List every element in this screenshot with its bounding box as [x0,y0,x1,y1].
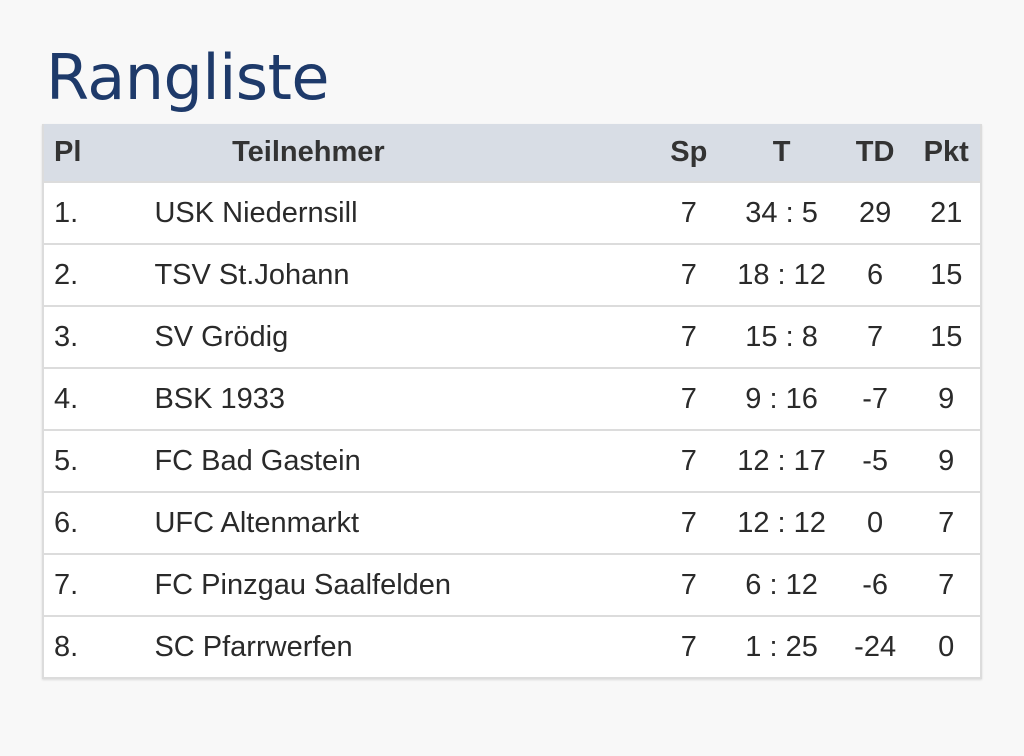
header-goal-diff[interactable]: TD [855,136,895,168]
cell-goals: 18 : 12 [725,243,838,307]
table-header: Pl Teilnehmer Sp T TD Pkt [43,124,981,182]
cell-goals: 34 : 5 [725,181,838,245]
cell-points: 9 [912,429,981,493]
cell-games: 7 [652,429,726,493]
table-row[interactable]: 5. FC Bad Gastein 7 12 : 17 -5 9 [43,429,981,493]
cell-games: 7 [652,615,726,679]
cell-goal-diff: -5 [837,429,913,493]
cell-goals: 12 : 17 [725,429,838,493]
standings-table: Pl Teilnehmer Sp T TD Pkt 1. USK Niedern… [42,124,982,679]
cell-goal-diff: 29 [837,181,913,245]
table-row[interactable]: 4. BSK 1933 7 9 : 16 -7 9 [43,367,981,431]
table-row[interactable]: 2. TSV St.Johann 7 18 : 12 6 15 [43,243,981,307]
table-row[interactable]: 8. SC Pfarrwerfen 7 1 : 25 -24 0 [43,615,981,679]
table-row[interactable]: 3. SV Grödig 7 15 : 8 7 15 [43,305,981,369]
cell-goal-diff: -24 [837,615,913,679]
cell-goals: 1 : 25 [725,615,838,679]
cell-place: 5. [43,429,145,493]
cell-points: 0 [912,615,981,679]
cell-points: 7 [912,553,981,617]
cell-goals: 15 : 8 [725,305,838,369]
table-body: 1. USK Niedernsill 7 34 : 5 29 21 2. TSV… [43,181,981,679]
table-header-row: Pl Teilnehmer Sp T TD Pkt [43,124,981,182]
cell-goal-diff: -7 [837,367,913,431]
cell-place: 2. [43,243,145,307]
cell-place: 3. [43,305,145,369]
cell-goal-diff: 6 [837,243,913,307]
cell-participant: SV Grödig [144,305,653,369]
cell-participant: UFC Altenmarkt [144,491,653,555]
cell-goals: 12 : 12 [725,491,838,555]
cell-points: 7 [912,491,981,555]
cell-games: 7 [652,243,726,307]
header-place[interactable]: Pl [54,136,82,168]
cell-participant: FC Bad Gastein [144,429,653,493]
cell-goal-diff: -6 [837,553,913,617]
cell-place: 6. [43,491,145,555]
header-participant[interactable]: Teilnehmer [232,136,385,168]
cell-games: 7 [652,491,726,555]
cell-place: 4. [43,367,145,431]
cell-place: 1. [43,181,145,245]
cell-participant: BSK 1933 [144,367,653,431]
cell-points: 15 [912,305,981,369]
cell-participant: USK Niedernsill [144,181,653,245]
page-title: Rangliste [46,41,330,114]
cell-games: 7 [652,367,726,431]
header-points[interactable]: Pkt [923,136,969,168]
cell-games: 7 [652,181,726,245]
table-row[interactable]: 1. USK Niedernsill 7 34 : 5 29 21 [43,181,981,245]
header-goals[interactable]: T [772,136,791,168]
cell-participant: FC Pinzgau Saalfelden [144,553,653,617]
cell-participant: SC Pfarrwerfen [144,615,653,679]
cell-games: 7 [652,553,726,617]
cell-goal-diff: 7 [837,305,913,369]
table-row[interactable]: 7. FC Pinzgau Saalfelden 7 6 : 12 -6 7 [43,553,981,617]
cell-games: 7 [652,305,726,369]
header-games[interactable]: Sp [670,136,708,168]
cell-place: 7. [43,553,145,617]
cell-goals: 9 : 16 [725,367,838,431]
cell-goals: 6 : 12 [725,553,838,617]
cell-goal-diff: 0 [837,491,913,555]
cell-points: 15 [912,243,981,307]
table-row[interactable]: 6. UFC Altenmarkt 7 12 : 12 0 7 [43,491,981,555]
cell-points: 9 [912,367,981,431]
cell-points: 21 [912,181,981,245]
cell-place: 8. [43,615,145,679]
cell-participant: TSV St.Johann [144,243,653,307]
